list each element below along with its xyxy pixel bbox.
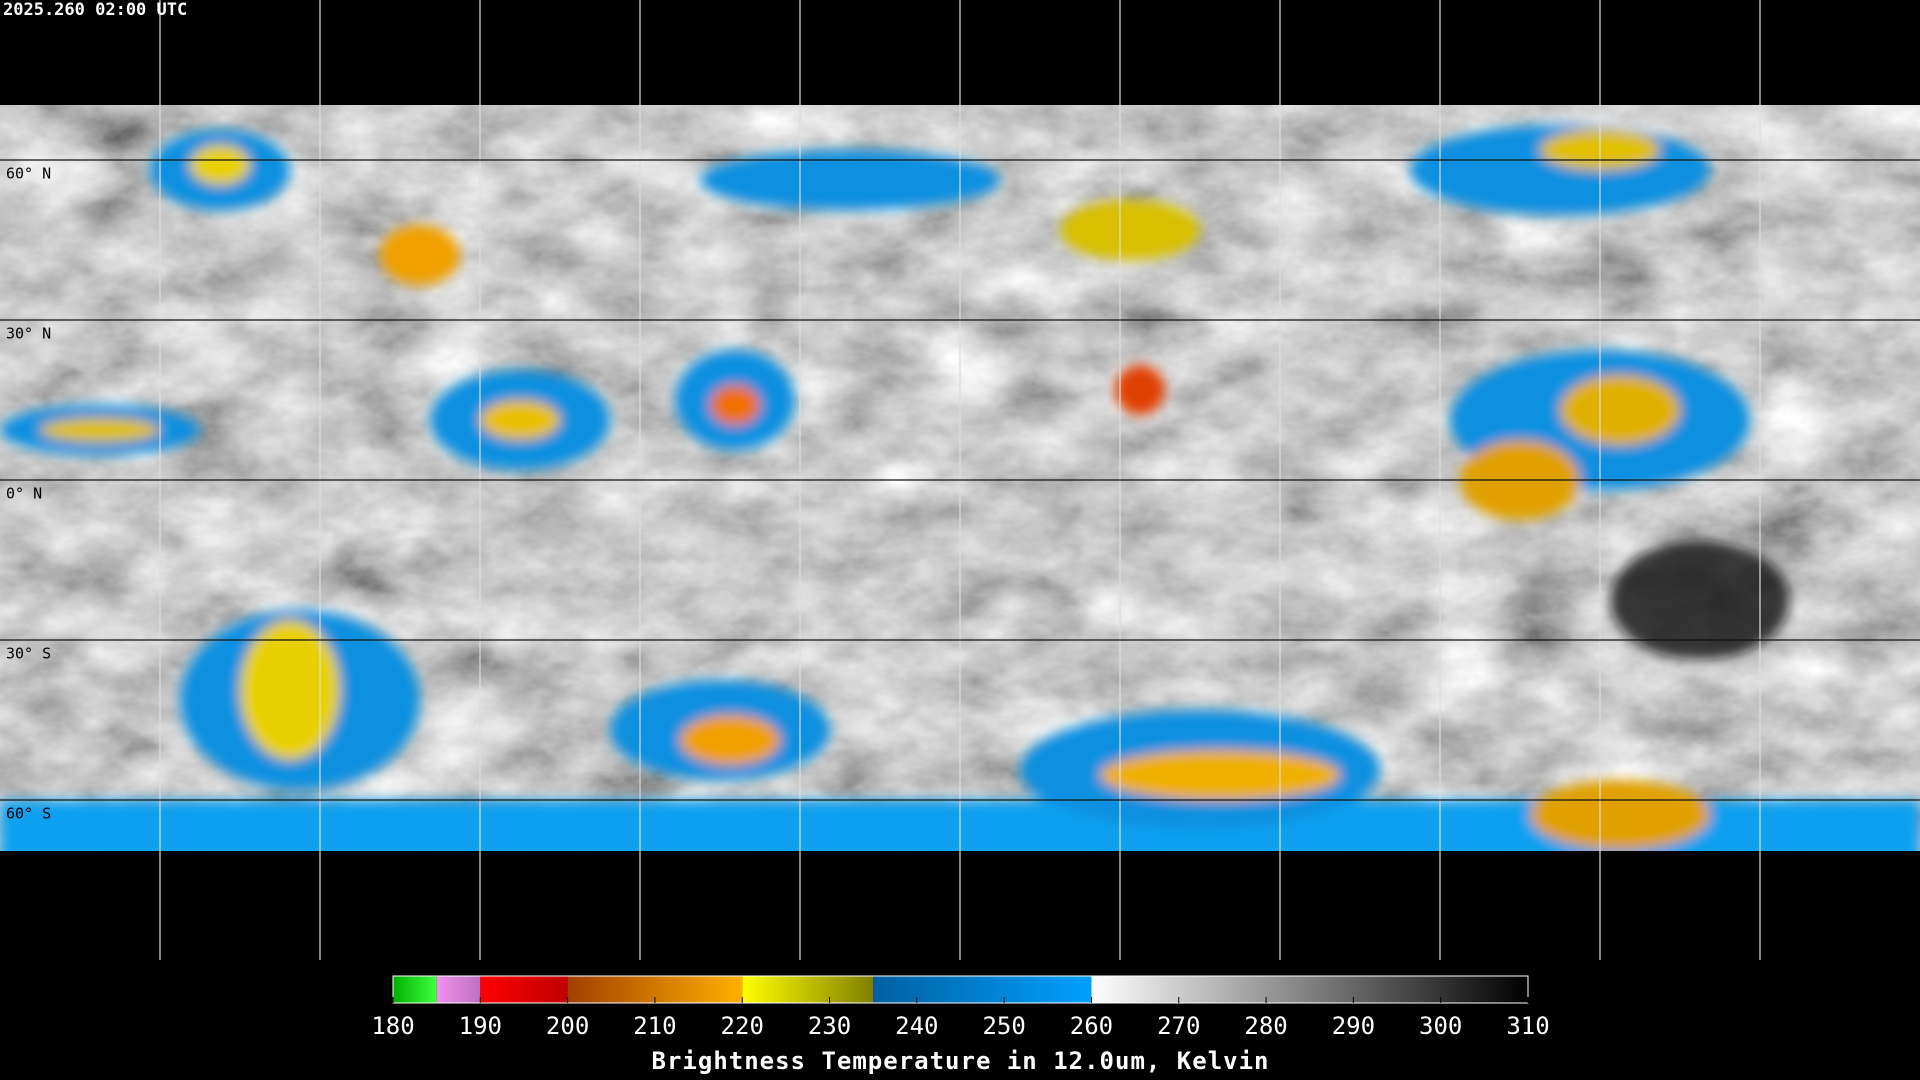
colorbar-tick-label: 300 bbox=[1419, 1012, 1462, 1040]
colorbar-frame bbox=[392, 975, 1529, 1004]
colorbar-tick-label: 270 bbox=[1157, 1012, 1200, 1040]
lat-label: 30° S bbox=[6, 645, 51, 663]
colorbar-tick-label: 280 bbox=[1244, 1012, 1287, 1040]
lat-label: 0° N bbox=[6, 485, 42, 503]
dark-land bbox=[1610, 540, 1790, 660]
colorbar-tick-label: 260 bbox=[1070, 1012, 1113, 1040]
graticule: 60° N 30° N 0° N 30° S 60° S bbox=[0, 0, 1920, 960]
colorbar-segment bbox=[1091, 976, 1528, 1003]
colorbar-tick-label: 250 bbox=[982, 1012, 1025, 1040]
lat-label: 60° N bbox=[6, 165, 51, 183]
colorbar-segment bbox=[480, 976, 568, 1003]
lat-label: 30° N bbox=[6, 325, 51, 343]
colorbar-tick-label: 220 bbox=[721, 1012, 764, 1040]
colorbar-tick-label: 240 bbox=[895, 1012, 938, 1040]
lat-label: 60° S bbox=[6, 805, 51, 823]
colorbar-segment bbox=[742, 976, 874, 1003]
colorbar: 180 190 200 210 220 230 240 250 260 270 280 290 300 3… bbox=[371, 975, 1550, 1075]
colorbar-tick-label: 210 bbox=[633, 1012, 676, 1040]
colorbar-tick-label: 290 bbox=[1332, 1012, 1375, 1040]
colorbar-segment bbox=[436, 976, 481, 1003]
colorbar-tick-label: 230 bbox=[808, 1012, 851, 1040]
timestamp: 2025.260 02:00 UTC bbox=[3, 0, 187, 20]
colorbar-tick-label: 180 bbox=[371, 1012, 414, 1040]
colorbar-title: Brightness Temperature in 12.0um, Kelvin bbox=[652, 1047, 1270, 1075]
colorbar-tick-label: 310 bbox=[1506, 1012, 1549, 1040]
colorbar-segment bbox=[873, 976, 1092, 1003]
colorbar-segment bbox=[393, 976, 437, 1003]
colorbar-tick-label: 190 bbox=[459, 1012, 502, 1040]
colorbar-tick-label: 200 bbox=[546, 1012, 589, 1040]
